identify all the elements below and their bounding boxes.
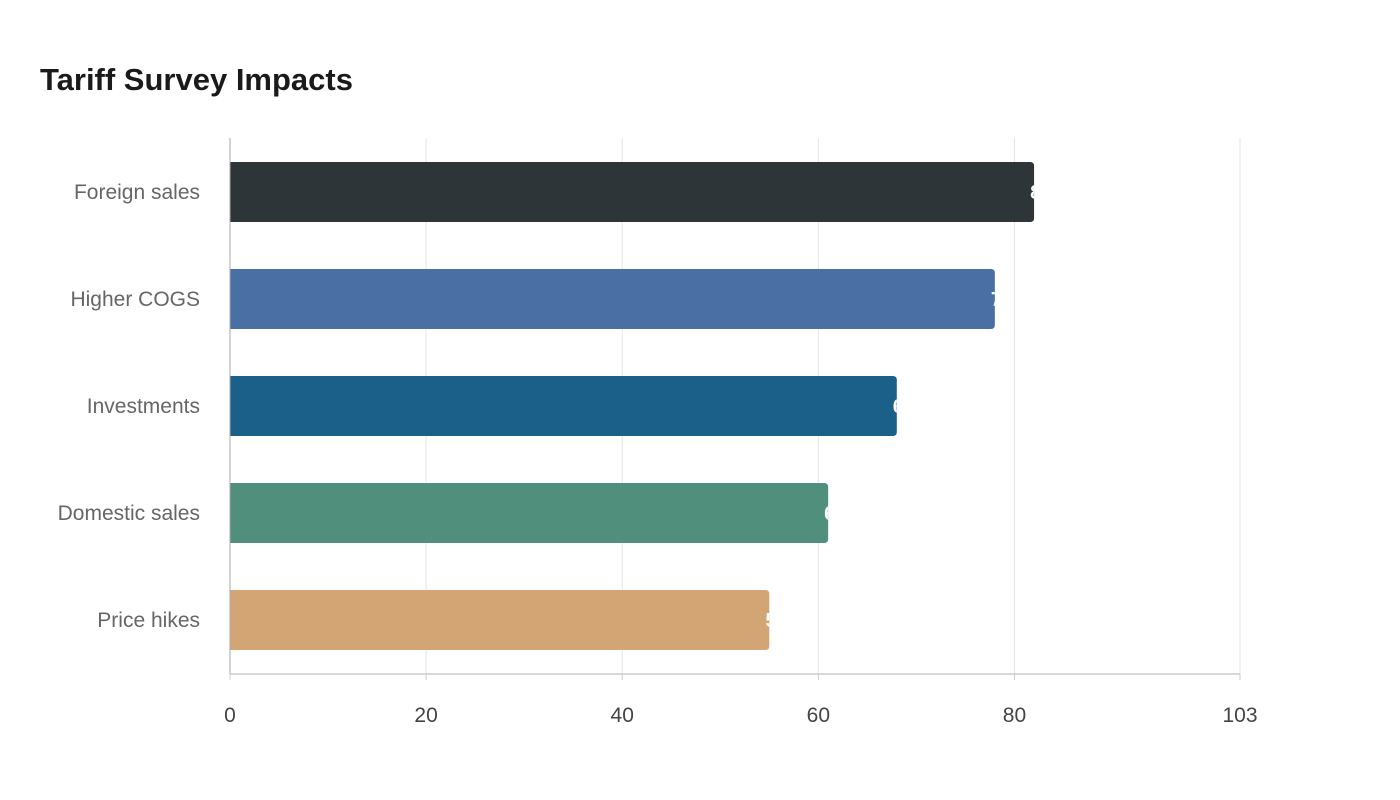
bar <box>230 483 829 543</box>
category-label: Price hikes <box>97 609 200 632</box>
axes <box>229 138 1241 680</box>
labels: 0 20 40 60 80 103 Foreign sales 82 Higher COGS 78… <box>58 181 1258 727</box>
x-tick-label: 0 <box>224 704 236 727</box>
data-label: 82 <box>1030 182 1052 204</box>
category-label: Investments <box>87 395 200 418</box>
data-label: 55 <box>765 610 787 632</box>
x-tick-label: 60 <box>807 704 830 727</box>
bar <box>230 376 897 436</box>
category-label: Foreign sales <box>74 181 200 204</box>
x-tick-label: 103 <box>1222 704 1257 727</box>
bar <box>230 590 770 650</box>
bar <box>230 269 995 329</box>
data-label: 68 <box>893 396 915 418</box>
category-label: Higher COGS <box>70 288 200 311</box>
chart-title: Tariff Survey Impacts <box>40 62 353 97</box>
x-tick-label: 40 <box>611 704 634 727</box>
bars <box>230 162 1035 650</box>
bar <box>230 162 1035 222</box>
x-tick-label: 20 <box>414 704 437 727</box>
x-tick-label: 80 <box>1003 704 1026 727</box>
category-label: Domestic sales <box>58 502 200 525</box>
data-label: 61 <box>824 503 846 525</box>
data-label: 78 <box>991 289 1013 311</box>
